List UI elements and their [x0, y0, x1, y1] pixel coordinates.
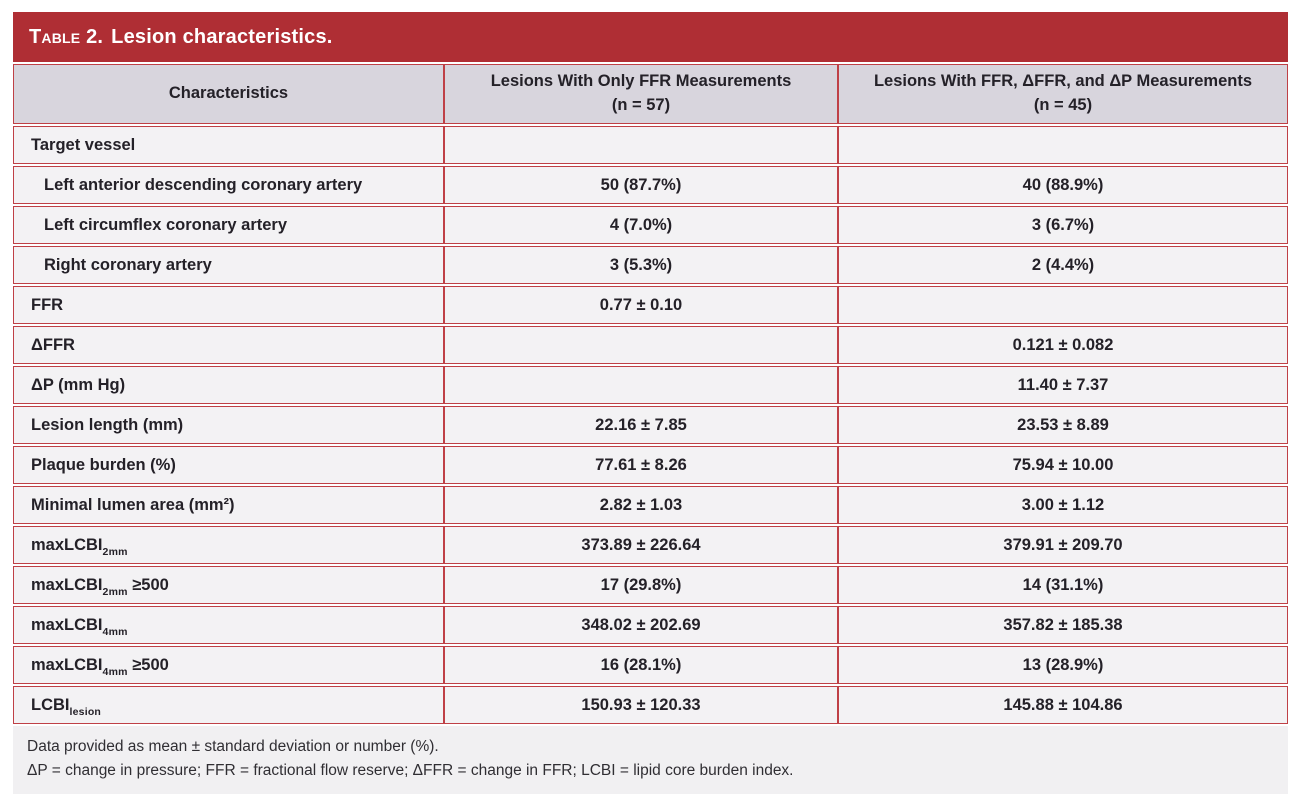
- table-row: Target vessel: [13, 126, 1288, 164]
- table-header-row: Characteristics Lesions With Only FFR Me…: [13, 64, 1288, 124]
- row-value-ffr-only: 4 (7.0%): [443, 206, 837, 244]
- row-value-ffr-only: 16 (28.1%): [443, 646, 837, 684]
- row-value-ffr-dffr-dp: 379.91 ± 209.70: [837, 526, 1288, 564]
- row-value-ffr-dffr-dp: 13 (28.9%): [837, 646, 1288, 684]
- row-value-ffr-only: [443, 326, 837, 364]
- row-label: Target vessel: [13, 126, 443, 164]
- table-caption: Lesion characteristics.: [111, 25, 333, 48]
- table-row: Plaque burden (%) 77.61 ± 8.26 75.94 ± 10.…: [13, 446, 1288, 484]
- column-header-label: Lesions With FFR, ΔFFR, and ΔP Measureme…: [873, 72, 1253, 91]
- row-value-ffr-only: 22.16 ± 7.85: [443, 406, 837, 444]
- table-row: Minimal lumen area (mm²) 2.82 ± 1.03 3.00 …: [13, 486, 1288, 524]
- table-row: maxLCBI2mm ≥500 17 (29.8%) 14 (31.1%): [13, 566, 1288, 604]
- row-value-ffr-dffr-dp: 3 (6.7%): [837, 206, 1288, 244]
- lesion-characteristics-table: Characteristics Lesions With Only FFR Me…: [13, 62, 1288, 726]
- row-label: LCBIlesion: [13, 686, 443, 724]
- row-value-ffr-dffr-dp: 145.88 ± 104.86: [837, 686, 1288, 724]
- row-label-subscript: 4mm: [102, 625, 128, 638]
- table-row: maxLCBI2mm 373.89 ± 226.64 379.91 ± 209.70: [13, 526, 1288, 564]
- row-label-subscript: 2mm: [102, 545, 128, 558]
- column-header-n-count: (n = 45): [1033, 96, 1093, 114]
- column-header-label: Characteristics: [168, 84, 289, 103]
- row-label: maxLCBI4mm ≥500: [13, 646, 443, 684]
- row-value-ffr-only: [443, 126, 837, 164]
- row-label: Plaque burden (%): [13, 446, 443, 484]
- row-label: Right coronary artery: [13, 246, 443, 284]
- row-value-ffr-only: [443, 366, 837, 404]
- column-header-characteristics: Characteristics: [13, 64, 443, 124]
- row-value-ffr-only: 50 (87.7%): [443, 166, 837, 204]
- table-row: Left circumflex coronary artery 4 (7.0%) 3…: [13, 206, 1288, 244]
- column-header-ffr-dffr-dp: Lesions With FFR, ΔFFR, and ΔP Measureme…: [837, 64, 1288, 124]
- table-row: Left anterior descending coronary artery…: [13, 166, 1288, 204]
- row-value-ffr-dffr-dp: 357.82 ± 185.38: [837, 606, 1288, 644]
- row-label: FFR: [13, 286, 443, 324]
- row-label: Left circumflex coronary artery: [13, 206, 443, 244]
- row-label: maxLCBI2mm: [13, 526, 443, 564]
- row-label-subscript: lesion: [69, 705, 102, 718]
- table-row: maxLCBI4mm ≥500 16 (28.1%) 13 (28.9%): [13, 646, 1288, 684]
- row-value-ffr-dffr-dp: 75.94 ± 10.00: [837, 446, 1288, 484]
- row-value-ffr-dffr-dp: 0.121 ± 0.082: [837, 326, 1288, 364]
- row-label: Minimal lumen area (mm²): [13, 486, 443, 524]
- row-value-ffr-dffr-dp: 3.00 ± 1.12: [837, 486, 1288, 524]
- row-value-ffr-dffr-dp: 11.40 ± 7.37: [837, 366, 1288, 404]
- row-value-ffr-only: 3 (5.3%): [443, 246, 837, 284]
- row-value-ffr-only: 150.93 ± 120.33: [443, 686, 837, 724]
- table-footnotes: Data provided as mean ± standard deviati…: [13, 726, 1288, 795]
- column-header-label: Lesions With Only FFR Measurements: [490, 72, 792, 91]
- row-label: Lesion length (mm): [13, 406, 443, 444]
- row-value-ffr-only: 373.89 ± 226.64: [443, 526, 837, 564]
- row-label: maxLCBI4mm: [13, 606, 443, 644]
- row-value-ffr-dffr-dp: [837, 286, 1288, 324]
- row-label-subscript: 2mm: [102, 585, 128, 598]
- row-value-ffr-dffr-dp: 2 (4.4%): [837, 246, 1288, 284]
- table-figure: Table 2. Lesion characteristics. Charact…: [13, 12, 1288, 795]
- row-label-subscript: 4mm: [102, 665, 128, 678]
- row-label: ΔP (mm Hg): [13, 366, 443, 404]
- row-value-ffr-only: 0.77 ± 0.10: [443, 286, 837, 324]
- row-value-ffr-dffr-dp: [837, 126, 1288, 164]
- table-row: Lesion length (mm) 22.16 ± 7.85 23.53 ± 8.…: [13, 406, 1288, 444]
- row-label: ΔFFR: [13, 326, 443, 364]
- footnote-line-2: ΔP = change in pressure; FFR = fractiona…: [27, 762, 794, 780]
- table-body: Target vessel Left anterior descending co…: [13, 126, 1288, 724]
- table-header: Characteristics Lesions With Only FFR Me…: [13, 64, 1288, 124]
- footnote-line-1: Data provided as mean ± standard deviati…: [27, 738, 439, 755]
- row-value-ffr-dffr-dp: 40 (88.9%): [837, 166, 1288, 204]
- row-value-ffr-only: 2.82 ± 1.03: [443, 486, 837, 524]
- column-header-ffr-only: Lesions With Only FFR Measurements (n = …: [443, 64, 837, 124]
- table-number: Table 2.: [29, 25, 104, 48]
- table-row: ΔFFR 0.121 ± 0.082: [13, 326, 1288, 364]
- table-row: FFR 0.77 ± 0.10: [13, 286, 1288, 324]
- row-value-ffr-only: 77.61 ± 8.26: [443, 446, 837, 484]
- table-row: maxLCBI4mm 348.02 ± 202.69 357.82 ± 185.38: [13, 606, 1288, 644]
- row-value-ffr-only: 17 (29.8%): [443, 566, 837, 604]
- table-title-bar: Table 2. Lesion characteristics.: [13, 12, 1288, 62]
- row-value-ffr-only: 348.02 ± 202.69: [443, 606, 837, 644]
- table-row: ΔP (mm Hg) 11.40 ± 7.37: [13, 366, 1288, 404]
- column-header-n-count: (n = 57): [611, 96, 671, 114]
- row-value-ffr-dffr-dp: 14 (31.1%): [837, 566, 1288, 604]
- row-label: Left anterior descending coronary artery: [13, 166, 443, 204]
- row-label: maxLCBI2mm ≥500: [13, 566, 443, 604]
- row-value-ffr-dffr-dp: 23.53 ± 8.89: [837, 406, 1288, 444]
- table-row: Right coronary artery 3 (5.3%) 2 (4.4%): [13, 246, 1288, 284]
- table-row: LCBIlesion 150.93 ± 120.33 145.88 ± 104.86: [13, 686, 1288, 724]
